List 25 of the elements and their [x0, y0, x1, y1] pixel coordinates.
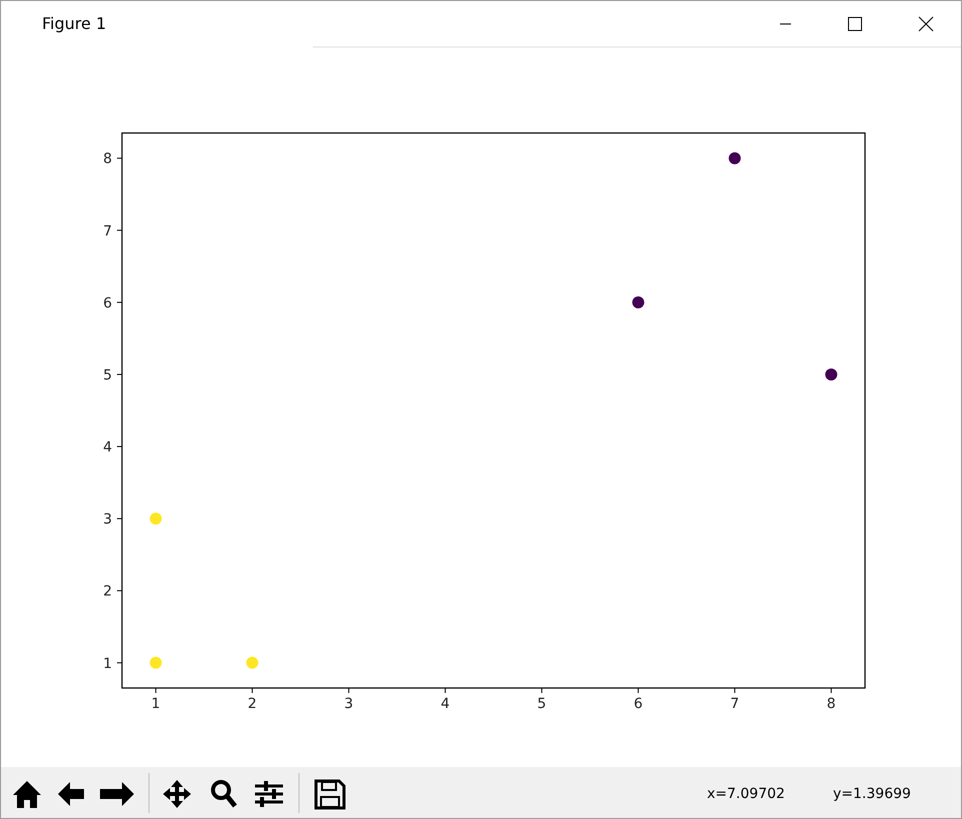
text: y=1.39699 — [833, 786, 911, 802]
point — [632, 296, 644, 308]
x-tick-label: 7 — [730, 696, 740, 712]
y-tick-label: 3 — [103, 512, 112, 528]
chart-title: Figure 1 — [42, 14, 106, 33]
y-tick-label: 2 — [103, 584, 112, 600]
point — [246, 656, 258, 669]
point — [825, 368, 838, 380]
x-tick-label: 2 — [248, 696, 257, 712]
x-tick-label: 8 — [826, 696, 836, 712]
x-tick-label: 5 — [537, 696, 546, 712]
x-tick-label: 6 — [634, 696, 643, 712]
point — [150, 512, 162, 525]
x-tick-label: 4 — [440, 696, 450, 712]
y-tick-label: 6 — [103, 295, 112, 312]
y-tick-label: 1 — [103, 656, 112, 672]
point — [728, 152, 741, 164]
y-tick-label: 4 — [103, 440, 112, 456]
y-tick-label: 5 — [103, 367, 112, 384]
y-tick-label: 7 — [103, 223, 112, 240]
point — [150, 656, 162, 669]
text: x=7.09702 — [707, 786, 785, 802]
x-tick-label: 1 — [151, 696, 160, 712]
y-tick-label: 8 — [103, 151, 112, 168]
x-tick-label: 3 — [344, 696, 354, 712]
